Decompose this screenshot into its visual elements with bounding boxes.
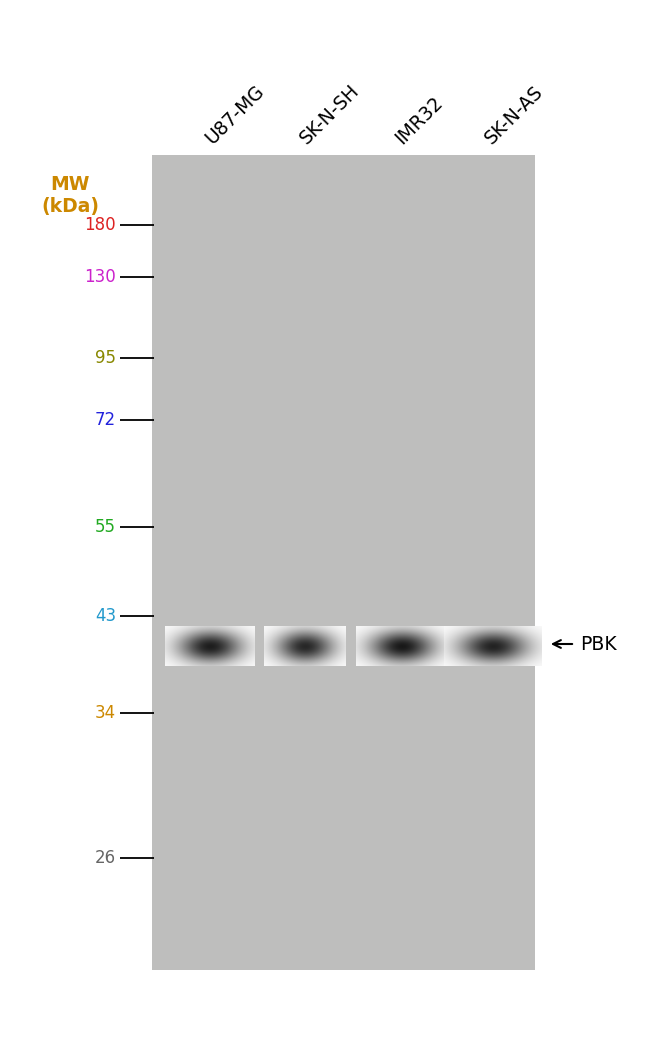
Text: 72: 72 — [95, 411, 116, 429]
Text: SK-N-SH: SK-N-SH — [296, 81, 363, 148]
Text: 130: 130 — [84, 268, 116, 286]
Bar — [152, 155, 535, 969]
Text: PBK: PBK — [580, 634, 617, 654]
Text: IMR32: IMR32 — [391, 93, 447, 148]
Text: 34: 34 — [95, 704, 116, 722]
Text: U87-MG: U87-MG — [202, 82, 268, 148]
Text: (kDa): (kDa) — [41, 197, 99, 216]
Text: 180: 180 — [84, 216, 116, 234]
Text: 95: 95 — [95, 349, 116, 367]
Text: 55: 55 — [95, 518, 116, 536]
Text: 43: 43 — [95, 607, 116, 625]
Text: 26: 26 — [95, 849, 116, 867]
Text: SK-N-AS: SK-N-AS — [482, 82, 547, 148]
Text: MW: MW — [50, 175, 90, 194]
